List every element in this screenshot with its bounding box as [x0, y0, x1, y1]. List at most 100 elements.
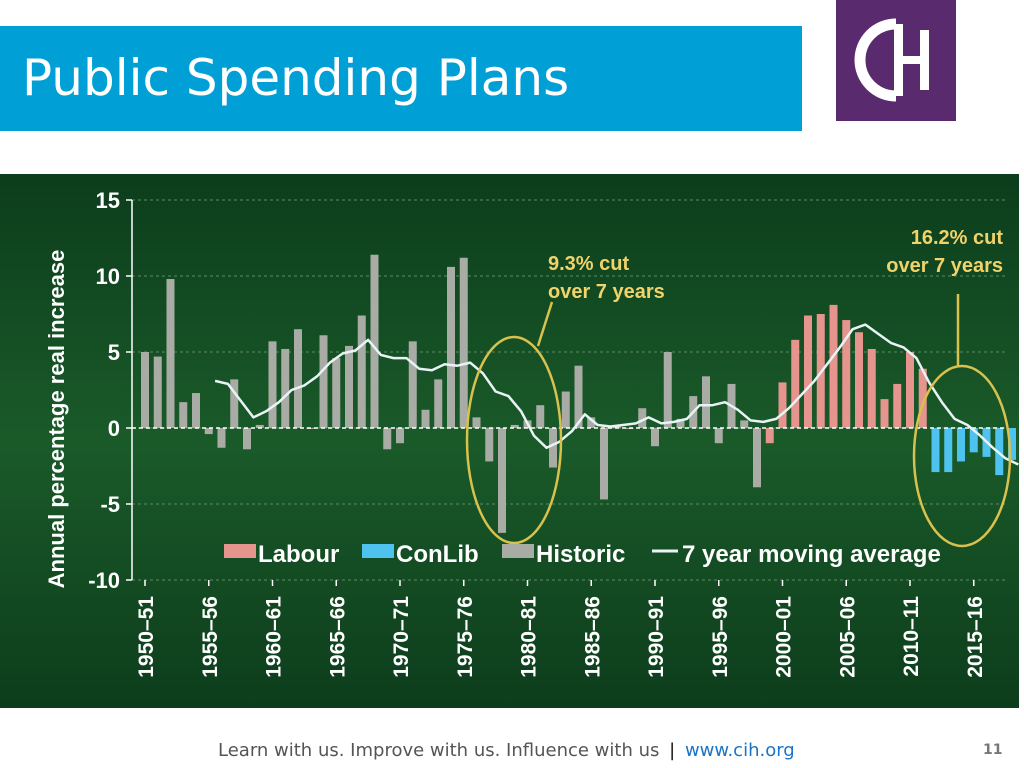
annotation-ellipse-1 [465, 335, 563, 545]
bar-historic [319, 335, 328, 428]
bar-historic [498, 428, 506, 533]
moving-average [214, 323, 1019, 466]
bar-historic [472, 417, 481, 428]
bar-conlib [944, 428, 953, 473]
x-tick-label: 2010–11 [900, 596, 923, 677]
bar-historic [561, 391, 570, 428]
bar-historic [740, 420, 749, 428]
footer-link[interactable]: www.cih.org [684, 740, 795, 761]
bar-historic [357, 315, 366, 428]
bar-labour [829, 304, 838, 428]
bar-labour [791, 339, 800, 428]
x-tick-label: 1995–96 [709, 596, 732, 678]
footer-text-row: Learn with us. Improve with us. Influenc… [218, 740, 795, 761]
bar-historic [702, 376, 710, 428]
bar-historic [217, 428, 226, 448]
x-tick-label: 2000–01 [773, 596, 796, 678]
x-tick-label: 1975–76 [454, 596, 477, 678]
annotations: 9.3% cut over 7 years 16.2% cut over 7 year… [465, 227, 1012, 548]
bar-historic [434, 379, 443, 428]
page-number: 11 [983, 742, 1003, 758]
annotation-line: over 7 years [548, 281, 665, 303]
bar-labour [867, 348, 876, 428]
y-tick-label: -10 [88, 568, 120, 593]
y-tick-label: 15 [96, 188, 120, 213]
y-tick-label: 10 [96, 264, 120, 289]
legend-label: Labour [258, 541, 339, 568]
moving-average-line [214, 323, 1019, 466]
bar-historic [268, 341, 277, 428]
chart-background [0, 174, 1019, 708]
y-tick-label: 0 [108, 416, 120, 441]
annotation-line: over 7 years [886, 255, 1003, 277]
bar-historic [383, 428, 392, 450]
y-tick-label: 5 [108, 340, 120, 365]
bar-historic [638, 408, 647, 428]
x-tick-label: 1960–61 [263, 596, 286, 678]
bar-labour [765, 428, 774, 444]
bar-historic [600, 428, 608, 500]
bar-historic [536, 405, 545, 428]
x-tick-label: 2015–16 [964, 596, 987, 678]
bar-historic [345, 345, 353, 428]
x-tick-label: 1990–91 [645, 596, 668, 678]
footer-separator: | [669, 740, 676, 761]
legend-label: 7 year moving average [682, 541, 941, 568]
bar-historic [447, 266, 455, 428]
bar-historic [192, 393, 200, 428]
bar-historic [485, 428, 494, 462]
x-tick-label: 2005–06 [836, 596, 859, 678]
bar-historic [676, 418, 685, 428]
chart-panel: 15 10 5 0 -5 -10 1950–51 1955–56 1960–61 1965–66… [0, 174, 1019, 708]
bar-historic [153, 356, 162, 428]
bar-labour [778, 382, 787, 428]
bar-historic [510, 424, 519, 428]
bar-historic [294, 329, 302, 428]
bar-historic [651, 428, 659, 447]
bar-historic [587, 417, 596, 428]
y-axis: 15 10 5 0 -5 -10 [88, 188, 133, 593]
bar-historic [230, 379, 239, 428]
annotation-text-1: 9.3% cut over 7 years [548, 253, 665, 303]
annotation-line: 9.3% cut [548, 253, 629, 275]
bar-historic [396, 428, 404, 444]
bar-labour [855, 332, 863, 428]
x-axis: 1950–51 1955–56 1960–61 1965–66 1970–71 1975–… [135, 580, 987, 678]
bar-historic [243, 428, 251, 450]
x-tick-label: 1970–71 [390, 596, 413, 678]
bar-labour [918, 368, 927, 428]
bar-historic [166, 279, 175, 428]
legend-label: ConLib [396, 541, 479, 568]
bar-historic [281, 348, 290, 428]
bar-historic [408, 341, 417, 428]
bar-historic [141, 352, 149, 428]
bar-historic [459, 257, 468, 428]
legend-swatch [224, 544, 256, 558]
annotation-pointer-1 [536, 301, 554, 347]
x-tick-label: 1965–66 [326, 596, 349, 678]
legend-swatch [362, 544, 394, 558]
bar-historic [421, 409, 430, 428]
spending-chart: 15 10 5 0 -5 -10 1950–51 1955–56 1960–61 1965–66… [0, 174, 1019, 708]
footer: Learn with us. Improve with us. Influenc… [0, 740, 1024, 768]
annotation-text-2: 16.2% cut over 7 years [886, 227, 1003, 277]
annotation-line: 16.2% cut [911, 227, 1004, 249]
legend-label: Historic [536, 541, 625, 568]
bar-conlib [957, 428, 965, 462]
bar-historic [255, 424, 264, 428]
bar-conlib [969, 428, 978, 453]
bar-historic [332, 358, 341, 428]
legend: Labour ConLib Historic 7 year moving averag… [224, 541, 941, 568]
bar-historic [370, 254, 379, 428]
bar-historic [204, 428, 213, 435]
bar-labour [893, 383, 902, 428]
bar-historic [549, 428, 557, 468]
x-tick-label: 1985–86 [581, 596, 604, 678]
bar-historic [753, 428, 761, 488]
bar-labour [906, 352, 914, 428]
bar-conlib [1008, 428, 1016, 460]
y-axis-title: Annual percentage real increase [44, 250, 69, 589]
legend-swatch [502, 544, 534, 558]
annotation-ellipse-2 [912, 364, 1012, 548]
bar-historic [714, 428, 723, 444]
